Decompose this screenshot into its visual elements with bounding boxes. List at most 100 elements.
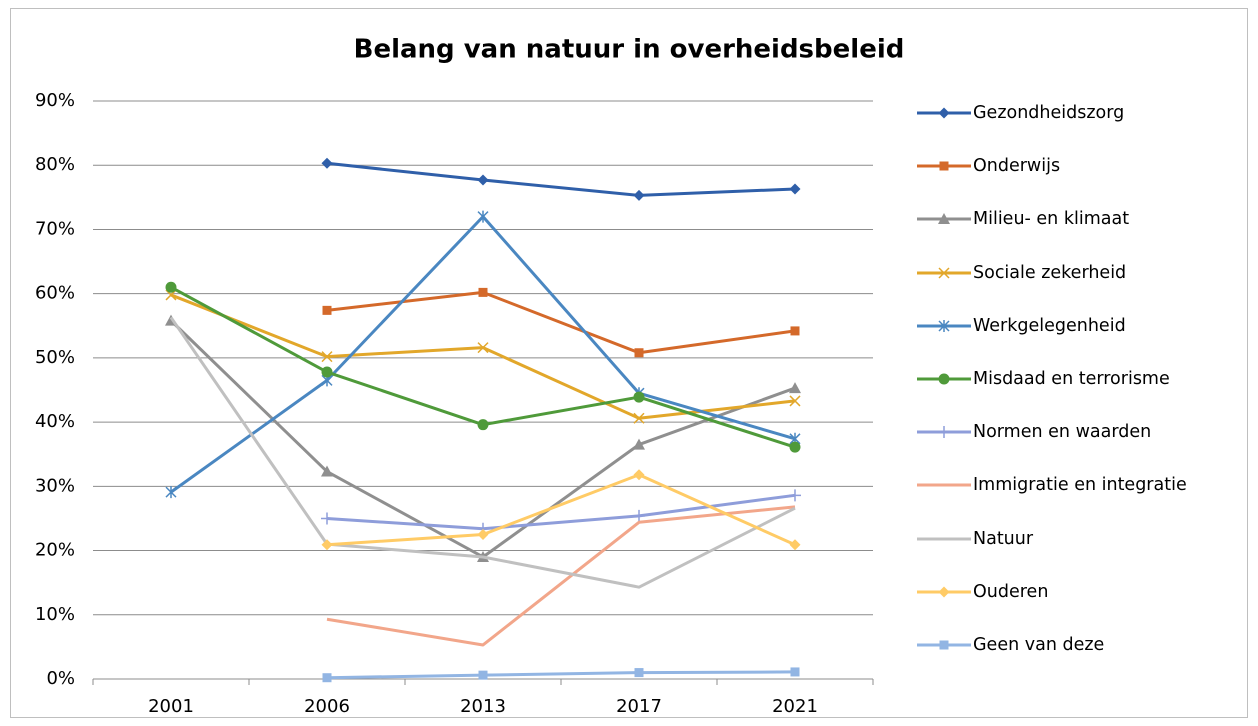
marker — [321, 366, 333, 378]
marker — [939, 161, 949, 171]
legend-label: Geen van deze — [973, 635, 1105, 655]
marker — [938, 267, 950, 279]
series-line — [326, 670, 796, 680]
marker — [789, 489, 801, 502]
marker — [789, 441, 801, 453]
chart-frame — [10, 8, 1248, 718]
legend-label: Ouderen — [973, 581, 1049, 602]
legend-entry: Gezondheidszorg — [915, 102, 1241, 124]
legend-swatch — [917, 107, 971, 119]
marker — [321, 157, 333, 169]
legend-label: Werkgelegenheid — [973, 315, 1126, 336]
legend-swatch — [917, 426, 971, 439]
marker — [633, 438, 645, 450]
legend-entry: Natuur — [915, 528, 1241, 550]
marker — [938, 213, 950, 225]
legend-swatch — [917, 483, 971, 487]
y-tick-label: 30% — [35, 475, 75, 496]
legend-entry: Misdaad en terrorisme — [915, 368, 1241, 390]
legend-swatch — [917, 161, 971, 171]
legend-label: Misdaad en terrorisme — [973, 369, 1170, 389]
marker — [322, 305, 332, 315]
marker — [477, 419, 489, 431]
marker — [478, 287, 488, 297]
marker — [790, 326, 800, 336]
marker — [322, 673, 332, 683]
marker — [321, 465, 333, 477]
series-line — [326, 290, 796, 355]
marker — [321, 351, 333, 363]
y-tick-label: 70% — [35, 218, 75, 239]
legend-label: Natuur — [973, 528, 1034, 549]
legend-swatch — [917, 213, 971, 225]
marker — [321, 539, 333, 551]
marker — [477, 210, 489, 223]
legend-label: Gezondheidszorg — [973, 103, 1125, 123]
legend-swatch — [917, 319, 971, 332]
series-line — [170, 293, 796, 420]
marker — [789, 539, 801, 551]
y-tick-label: 20% — [35, 540, 75, 561]
y-tick-label: 80% — [35, 154, 75, 175]
legend-label: Onderwijs — [973, 156, 1061, 177]
marker — [634, 668, 644, 678]
legend-label: Normen en waarden — [973, 422, 1152, 443]
legend-entry: Milieu- en klimaat — [915, 208, 1241, 230]
legend-swatch — [917, 373, 971, 385]
series-line — [169, 316, 796, 589]
series-line — [326, 493, 796, 531]
marker — [321, 512, 333, 525]
marker — [477, 174, 489, 186]
legend-entry: Sociale zekerheid — [915, 262, 1241, 284]
series-line — [326, 161, 796, 197]
marker — [789, 382, 801, 394]
series-line — [326, 505, 796, 647]
y-tick-label: 0% — [46, 668, 75, 689]
marker — [165, 281, 177, 293]
chart-title: Belang van natuur in overheidsbeleid — [354, 35, 905, 65]
marker — [633, 412, 645, 424]
marker — [938, 107, 950, 119]
marker — [633, 189, 645, 201]
x-tick-label: 2021 — [772, 696, 818, 717]
legend-label: Milieu- en klimaat — [973, 209, 1130, 230]
y-tick-label: 10% — [35, 604, 75, 625]
legend-entry: Geen van deze — [915, 634, 1241, 656]
marker — [939, 640, 949, 650]
marker — [789, 183, 801, 195]
marker — [477, 342, 489, 354]
y-tick-label: 60% — [35, 283, 75, 304]
legend-entry: Onderwijs — [915, 155, 1241, 177]
legend-entry: Immigratie en integratie — [915, 474, 1241, 496]
y-tick-label: 40% — [35, 411, 75, 432]
y-tick-label: 90% — [35, 90, 75, 111]
legend-entry: Werkgelegenheid — [915, 315, 1241, 337]
marker — [938, 373, 950, 385]
marker — [789, 395, 801, 407]
marker — [633, 391, 645, 403]
legend-label: Sociale zekerheid — [973, 262, 1127, 283]
series-line — [326, 473, 796, 547]
legend-swatch — [917, 640, 971, 650]
marker — [478, 670, 488, 680]
x-tick-label: 2017 — [616, 696, 662, 717]
legend-swatch — [917, 537, 971, 541]
series-line — [170, 215, 796, 494]
marker — [633, 469, 645, 481]
marker — [790, 667, 800, 677]
legend-swatch — [917, 267, 971, 279]
marker — [634, 348, 644, 358]
x-tick-label: 2013 — [460, 696, 506, 717]
series-line — [169, 319, 796, 559]
marker — [938, 426, 950, 439]
marker — [938, 319, 950, 332]
y-tick-label: 50% — [35, 347, 75, 368]
marker — [633, 509, 645, 522]
marker — [165, 486, 177, 499]
x-tick-label: 2006 — [304, 696, 350, 717]
legend-entry: Normen en waarden — [915, 421, 1241, 443]
marker — [477, 529, 489, 540]
x-tick-label: 2001 — [148, 696, 194, 717]
